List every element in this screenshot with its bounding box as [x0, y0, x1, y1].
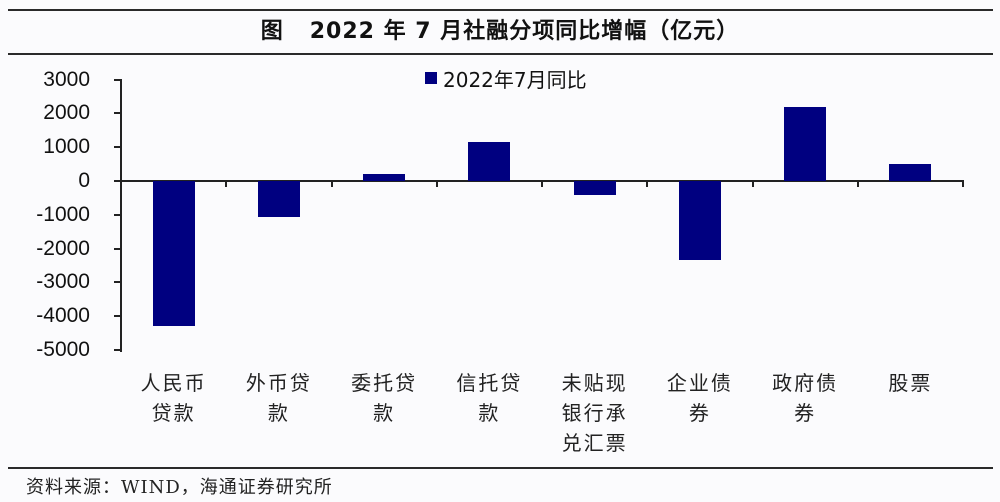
category-label: 股票: [888, 371, 933, 395]
top-rule: [8, 9, 993, 11]
x-tick-mark: [751, 181, 754, 187]
chart-title-text: 2022 年 7 月社融分项同比增幅（亿元）: [309, 19, 740, 44]
x-tick-mark: [330, 181, 333, 187]
x-tick-mark: [541, 181, 543, 187]
category-label: 人民币 贷款: [140, 371, 207, 425]
legend: 2022年7月同比: [425, 66, 587, 92]
title-underline-rule: [8, 53, 993, 55]
y-tick-label: 3000: [43, 67, 90, 91]
y-tick-label: -4000: [36, 304, 90, 328]
category-label: 政府债券: [772, 371, 839, 425]
chart-title: 图 2022 年 7 月社融分项同比增幅（亿元）: [0, 12, 1000, 52]
bar-4: [468, 142, 511, 181]
x-tick-mark: [962, 181, 964, 187]
y-tick-mark: [114, 78, 121, 81]
y-axis-line: [120, 79, 122, 352]
category-label: 企业债券: [666, 371, 733, 425]
bottom-rule: [8, 467, 993, 469]
category-label: 未贴现 银行承 兑汇票: [561, 371, 628, 455]
y-tick-label: 1000: [43, 135, 90, 159]
figure-label: 图: [260, 19, 284, 44]
bar-7: [784, 106, 827, 181]
y-tick-label: 0: [78, 169, 90, 192]
legend-label: 2022年7月同比: [443, 67, 587, 92]
category-label: 委托贷款: [351, 371, 418, 425]
y-tick-mark: [114, 349, 121, 351]
y-tick-mark: [114, 247, 121, 250]
x-tick-mark: [646, 181, 649, 187]
bar-5: [573, 181, 616, 195]
y-tick-label: -3000: [36, 270, 90, 294]
y-tick-mark: [114, 180, 121, 182]
y-tick-mark: [114, 112, 121, 115]
y-tick-label: -2000: [36, 236, 90, 260]
bar-1: [152, 181, 195, 326]
bar-3: [363, 174, 406, 181]
y-tick-label: -1000: [36, 202, 90, 226]
x-tick-mark: [225, 181, 228, 187]
y-tick-mark: [114, 146, 121, 149]
legend-swatch: [425, 72, 437, 84]
y-tick-mark: [114, 281, 121, 284]
category-label: 外币贷款: [245, 371, 312, 425]
y-tick-label: -5000: [36, 338, 90, 361]
bar-6: [678, 181, 721, 261]
bar-2: [257, 181, 300, 217]
y-tick-label: 2000: [43, 101, 90, 125]
x-tick-mark: [435, 181, 438, 187]
y-tick-mark: [114, 315, 121, 318]
y-tick-mark: [114, 213, 121, 216]
category-label: 信托贷款: [456, 371, 523, 425]
x-tick-mark: [856, 181, 859, 187]
bar-8: [889, 164, 932, 181]
source-note: 资料来源：WIND，海通证券研究所: [26, 477, 333, 498]
